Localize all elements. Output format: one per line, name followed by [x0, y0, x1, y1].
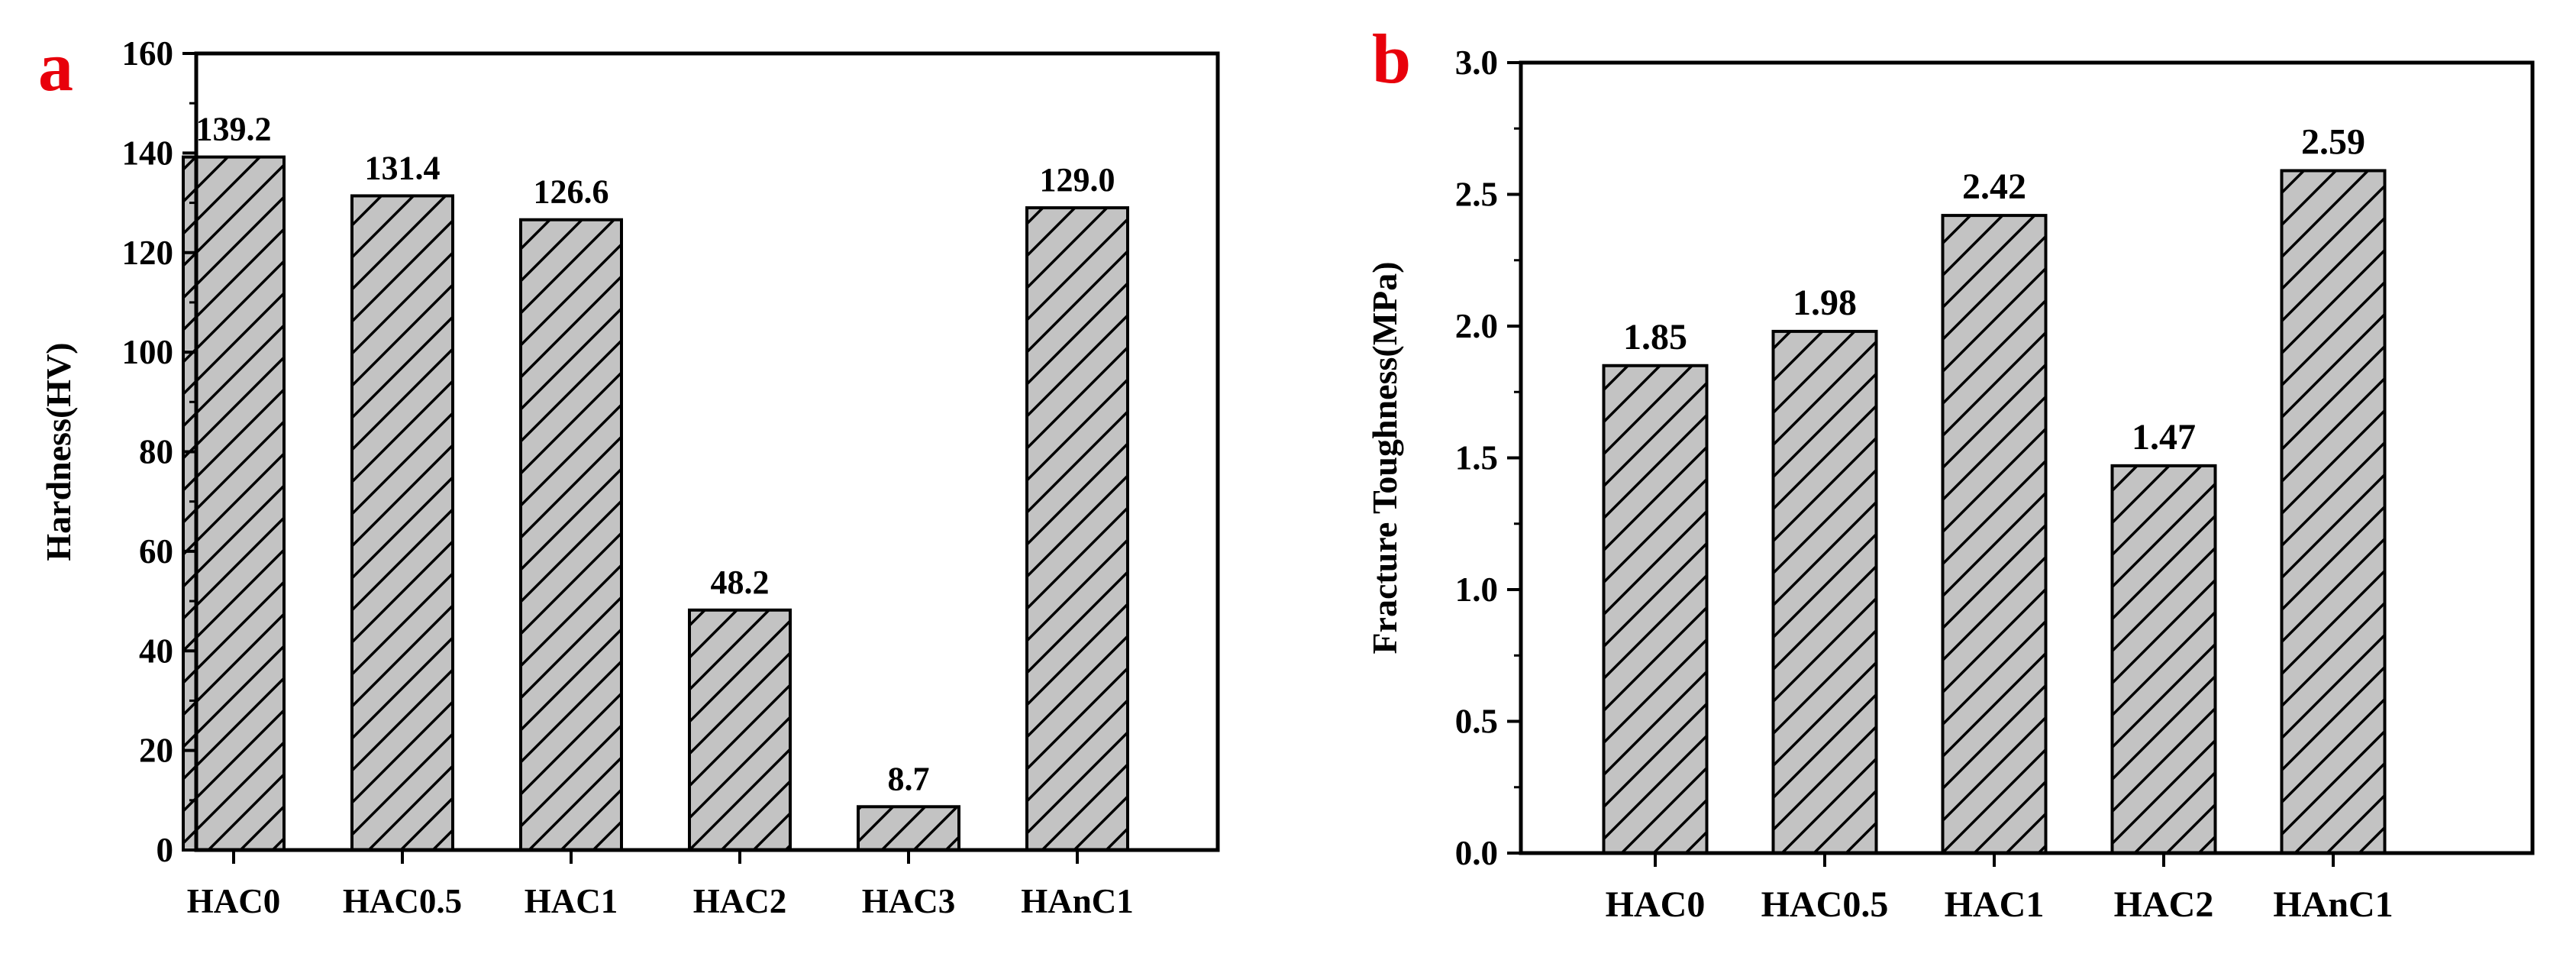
y-tick-label: 1.5 — [1455, 439, 1498, 477]
y-tick-label: 60 — [139, 532, 173, 571]
value-label-HAC0.5: 1.98 — [1793, 283, 1857, 323]
y-tick-label: 80 — [139, 433, 173, 471]
category-label-HAnC1: HAnC1 — [2273, 884, 2393, 925]
value-label-HAC0: 139.2 — [196, 111, 272, 148]
value-label-HAC1: 2.42 — [1962, 166, 2026, 207]
y-tick-label: 100 — [122, 333, 174, 371]
y-tick-label: 0.0 — [1455, 834, 1498, 872]
category-label-HAC0: HAC0 — [187, 882, 281, 920]
y-tick-label: 160 — [122, 34, 174, 73]
value-label-HAC3: 8.7 — [888, 760, 930, 797]
value-label-HAC0.5: 131.4 — [365, 149, 441, 186]
category-label-HAC2: HAC2 — [2114, 884, 2214, 925]
category-label-HAnC1: HAnC1 — [1021, 882, 1134, 920]
y-axis-title: Hardness(HV) — [39, 342, 78, 561]
bar-HAC2 — [688, 608, 792, 852]
category-label-HAC3: HAC3 — [862, 882, 956, 920]
hardness-chart: a 139.2 HAC0 131.4 HAC0.5 126.6 HAC1 48.2 HAC2 8.… — [38, 27, 1220, 920]
y-tick-label: 40 — [139, 632, 173, 670]
bar-HAnC1 — [2280, 169, 2387, 855]
y-tick-label: 1.0 — [1455, 571, 1498, 609]
y-axis-title: Fracture Toughness(MPa) — [1365, 261, 1404, 654]
category-label-HAC0.5: HAC0.5 — [343, 882, 462, 920]
bar-HAC3 — [857, 805, 960, 852]
bar-HAC0 — [182, 155, 286, 852]
panel-letter-a: a — [38, 27, 73, 105]
y-tick-label: 140 — [122, 134, 174, 172]
fracture-toughness-chart: b 1.85 HAC0 1.98 HAC0.5 2.42 HAC1 1.47 HAC2 2.59 H… — [1365, 20, 2535, 925]
y-tick-label: 20 — [139, 732, 173, 770]
bar-HAC2 — [2110, 464, 2217, 855]
chart-panel-b: b 1.85 HAC0 1.98 HAC0.5 2.42 HAC1 1.47 HAC2 2.59 H… — [1288, 0, 2576, 960]
category-label-HAC1: HAC1 — [1945, 884, 2045, 925]
bar-HAC0.5 — [1771, 329, 1878, 855]
value-label-HAC2: 1.47 — [2132, 417, 2196, 457]
y-tick-label: 0.5 — [1455, 703, 1498, 741]
value-label-HAC1: 126.6 — [534, 173, 609, 211]
bar-HAC0.5 — [350, 194, 454, 852]
bar-HAC1 — [519, 218, 623, 852]
y-tick-label: 120 — [122, 234, 174, 272]
value-label-HAnC1: 129.0 — [1040, 161, 1115, 199]
y-tick-label: 3.0 — [1455, 44, 1498, 82]
bar-HAC0 — [1602, 364, 1709, 855]
bar-HAC1 — [1941, 214, 2048, 855]
value-label-HAC0: 1.85 — [1623, 317, 1687, 357]
chart-panel-a: a 139.2 HAC0 131.4 HAC0.5 126.6 HAC1 48.2 HAC2 8.… — [38, 27, 1220, 920]
plot-frame — [1519, 60, 2535, 855]
value-label-HAC2: 48.2 — [711, 564, 770, 601]
category-label-HAC0.5: HAC0.5 — [1761, 884, 1889, 925]
y-tick-label: 0 — [157, 831, 174, 869]
plot-frame — [194, 51, 1220, 852]
y-tick-label: 2.0 — [1455, 307, 1498, 345]
value-label-HAnC1: 2.59 — [2301, 121, 2365, 162]
panel-letter-b: b — [1372, 20, 1411, 98]
category-label-HAC2: HAC2 — [693, 882, 787, 920]
bar-HAnC1 — [1025, 206, 1129, 852]
y-tick-label: 2.5 — [1455, 176, 1498, 214]
category-label-HAC0: HAC0 — [1606, 884, 1706, 925]
category-label-HAC1: HAC1 — [525, 882, 618, 920]
